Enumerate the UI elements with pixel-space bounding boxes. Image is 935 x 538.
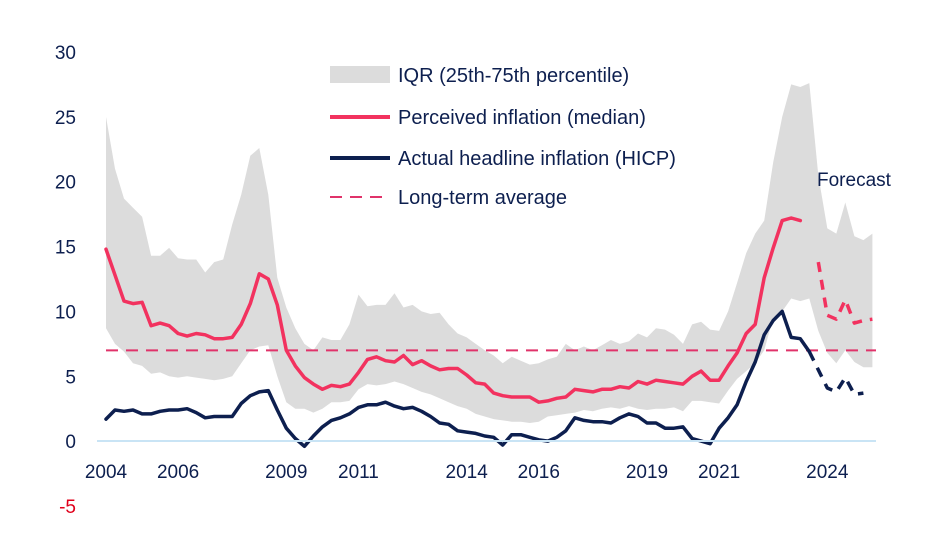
x-tick-label: 2016 bbox=[518, 462, 560, 483]
x-tick-label: 2024 bbox=[806, 462, 849, 483]
y-tick-label: 5 bbox=[65, 367, 76, 388]
perceived-inflation-line bbox=[104, 216, 803, 404]
iqr-band-layer bbox=[106, 83, 873, 423]
x-tick-labels: 2004 2006 2009 2011 2014 2016 2019 2021 2024 bbox=[85, 462, 849, 483]
x-tick-label: 2011 bbox=[338, 462, 379, 483]
legend-iqr-swatch bbox=[330, 66, 390, 83]
x-tick-label: 2021 bbox=[698, 462, 740, 483]
legend-average-label: Long-term average bbox=[398, 187, 567, 209]
legend-actual-label: Actual headline inflation (HICP) bbox=[398, 148, 676, 170]
legend-iqr-label: IQR (25th-75th percentile) bbox=[398, 65, 629, 87]
x-tick-label: 2006 bbox=[157, 462, 199, 483]
y-tick-label: 10 bbox=[55, 302, 76, 323]
y-tick-label: 25 bbox=[55, 108, 76, 129]
x-tick-label: 2009 bbox=[265, 462, 307, 483]
series-layer bbox=[104, 216, 873, 449]
y-tick-labels: 30 25 20 15 10 5 0 -5 bbox=[55, 43, 76, 518]
y-tick-label: 15 bbox=[55, 238, 76, 259]
x-tick-label: 2019 bbox=[626, 462, 668, 483]
legend: IQR (25th-75th percentile) Perceived inf… bbox=[330, 65, 676, 209]
y-tick-label: 20 bbox=[55, 173, 76, 194]
y-tick-label: 0 bbox=[65, 432, 76, 453]
actual-inflation-line bbox=[104, 309, 812, 449]
legend-perceived-label: Perceived inflation (median) bbox=[398, 107, 646, 129]
x-tick-label: 2004 bbox=[85, 462, 128, 483]
iqr-band bbox=[106, 83, 873, 423]
actual-inflation-line-forecast bbox=[807, 350, 864, 397]
y-tick-label: 30 bbox=[55, 43, 76, 64]
forecast-annotation: Forecast bbox=[817, 170, 892, 191]
x-tick-label: 2014 bbox=[446, 462, 489, 483]
y-tick-label: -5 bbox=[59, 497, 76, 518]
